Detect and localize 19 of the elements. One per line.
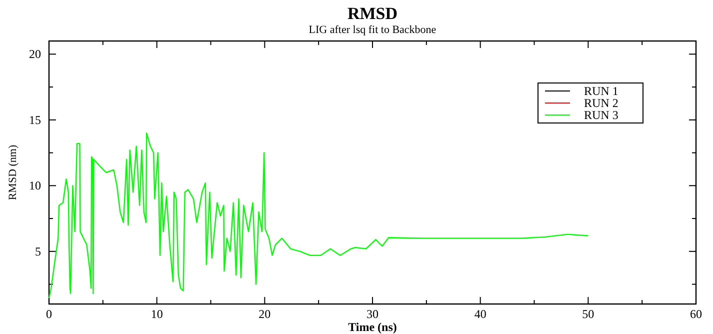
y-tick-label: 5: [35, 244, 41, 258]
x-tick-label: 60: [690, 307, 702, 321]
legend-label: RUN 3: [584, 108, 618, 122]
x-tick-label: 10: [150, 307, 163, 321]
chart-subtitle: LIG after lsq fit to Backbone: [308, 24, 436, 36]
legend-label: RUN 1: [584, 84, 618, 98]
x-tick-label: 40: [474, 307, 486, 321]
y-tick-label: 10: [29, 178, 41, 193]
legend-label: RUN 2: [584, 96, 618, 110]
y-tick-label: 20: [29, 47, 41, 62]
y-tick-label: 15: [29, 112, 41, 127]
y-axis-title: RMSD (nm): [7, 144, 19, 200]
x-tick-label: 50: [582, 307, 594, 321]
x-tick-label: 0: [46, 307, 52, 321]
x-axis-title: Time (ns): [348, 320, 397, 334]
line-series: [48, 132, 589, 299]
x-tick-label: 30: [366, 307, 378, 321]
x-tick-label: 20: [258, 307, 271, 321]
chart-title: RMSD: [347, 4, 398, 23]
